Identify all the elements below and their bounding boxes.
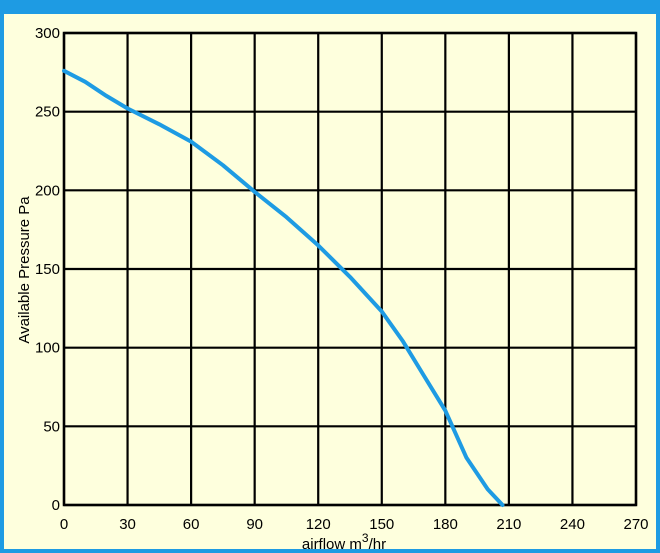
curve-layer [62, 68, 505, 507]
x-axis-label-unit: /hr [369, 536, 387, 553]
y-tick-label: 100 [35, 340, 60, 357]
y-tick-label: 250 [35, 104, 60, 121]
x-tick-label: 180 [433, 516, 458, 533]
y-axis-ticks: 0 50 100 150 200 250 300 [35, 25, 60, 514]
y-tick-label: 0 [52, 497, 60, 514]
x-tick-label: 120 [306, 516, 331, 533]
x-tick-label: 240 [560, 516, 585, 533]
x-axis-label-superscript: 3 [362, 531, 369, 545]
x-axis-ticks: 0 30 60 90 120 150 180 210 240 270 [60, 516, 649, 533]
x-tick-label: 60 [183, 516, 200, 533]
y-tick-label: 300 [35, 25, 60, 42]
y-axis-label: Available Pressure Pa [16, 196, 33, 344]
x-tick-label: 90 [246, 516, 263, 533]
grid [62, 31, 638, 507]
x-tick-label: 0 [60, 516, 68, 533]
x-tick-label: 270 [623, 516, 648, 533]
x-tick-label: 150 [369, 516, 394, 533]
x-axis-label: airflow m3/hr [302, 531, 386, 553]
plot-border [62, 31, 638, 507]
x-axis-label-base: airflow m [302, 536, 362, 553]
x-tick-label: 30 [119, 516, 136, 533]
x-tick-label: 210 [496, 516, 521, 533]
y-tick-label: 50 [43, 418, 60, 435]
pressure-curve-line [62, 68, 505, 507]
y-tick-label: 150 [35, 261, 60, 278]
y-tick-label: 200 [35, 182, 60, 199]
